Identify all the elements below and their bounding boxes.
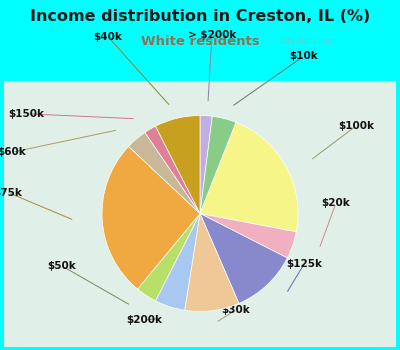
Text: $30k: $30k — [222, 305, 250, 315]
Wedge shape — [200, 214, 287, 303]
Text: > $200k: > $200k — [188, 30, 236, 40]
Text: $150k: $150k — [8, 109, 44, 119]
Text: White residents: White residents — [141, 35, 259, 48]
Wedge shape — [200, 116, 236, 214]
Text: $60k: $60k — [0, 147, 26, 157]
Text: Income distribution in Creston, IL (%): Income distribution in Creston, IL (%) — [30, 9, 370, 24]
Wedge shape — [185, 214, 239, 312]
Wedge shape — [156, 214, 200, 310]
Wedge shape — [102, 146, 200, 289]
Wedge shape — [145, 126, 200, 214]
Bar — [4, 80, 396, 346]
Wedge shape — [128, 132, 200, 214]
Text: $125k: $125k — [286, 259, 322, 269]
Wedge shape — [200, 116, 212, 214]
Text: $200k: $200k — [126, 315, 162, 325]
Text: $40k: $40k — [94, 32, 122, 42]
Text: $10k: $10k — [290, 51, 318, 61]
Wedge shape — [156, 116, 200, 214]
Text: $50k: $50k — [48, 261, 76, 271]
Wedge shape — [138, 214, 200, 301]
Text: $20k: $20k — [322, 198, 350, 208]
Text: $75k: $75k — [0, 188, 22, 197]
Text: City-Data.com: City-Data.com — [281, 37, 335, 47]
Text: $100k: $100k — [338, 121, 374, 131]
Wedge shape — [200, 214, 296, 258]
Wedge shape — [200, 122, 298, 232]
